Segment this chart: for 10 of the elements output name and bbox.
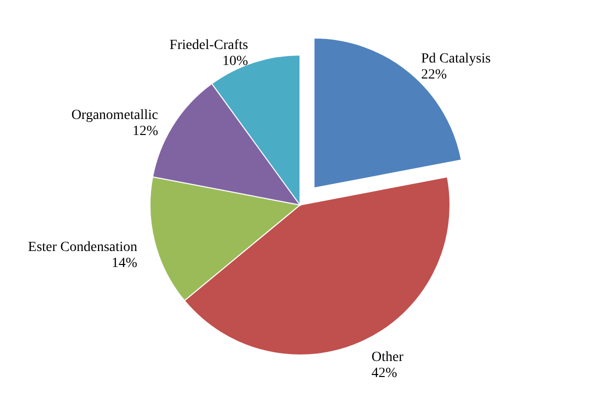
data-label: 10% xyxy=(222,54,248,70)
data-label: 12% xyxy=(132,124,158,139)
slice-label: Ester Condensation xyxy=(28,240,138,255)
data-label: 22% xyxy=(421,68,448,83)
slice-label: Friedel-Crafts xyxy=(170,38,248,54)
data-label: 14% xyxy=(112,256,138,271)
data-label: 42% xyxy=(372,366,398,382)
slice-label: Organometallic xyxy=(71,108,158,123)
slice-label: Pd Catalysis xyxy=(421,52,491,67)
slice-label: Other xyxy=(372,350,404,366)
